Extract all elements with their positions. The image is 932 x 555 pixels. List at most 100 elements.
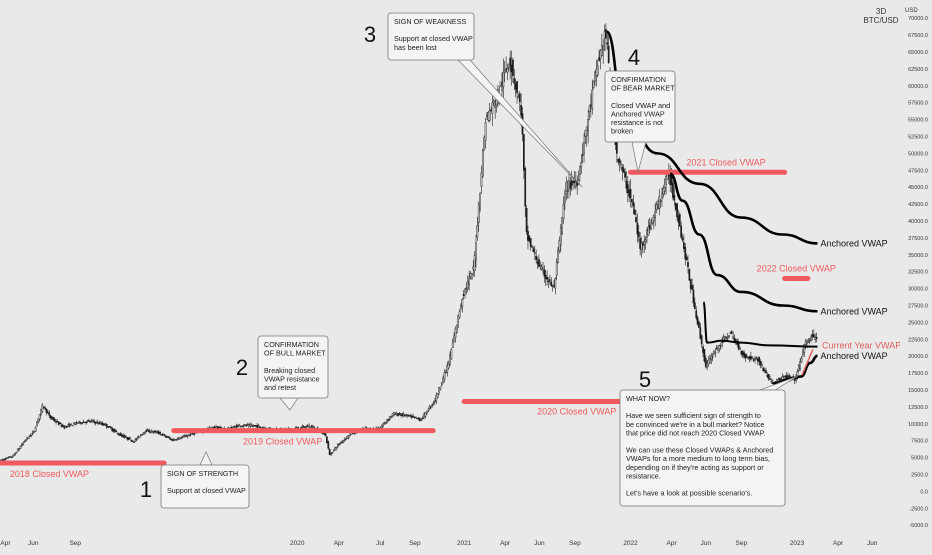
y-tick-label: 57500.0 [908, 101, 928, 107]
candle-body [51, 416, 53, 420]
candle-body [135, 438, 138, 440]
y-tick-label: 17500.0 [908, 371, 928, 377]
candle-body [406, 414, 409, 416]
price-axis[interactable]: -5000.0 -2500.0 0.0 2500.0 5000.0 7500.0 10000… [900, 0, 932, 550]
callout-tail [631, 141, 647, 173]
candle-body [428, 406, 431, 410]
candle-body [68, 424, 71, 427]
candle-body [100, 423, 103, 425]
candle-body [443, 372, 446, 381]
candle-body [52, 417, 55, 420]
candle-body [455, 324, 458, 333]
candle-body [562, 203, 565, 220]
candle-body [341, 441, 343, 444]
candle-body [606, 42, 609, 45]
candle-body [695, 310, 698, 318]
candle-body [607, 45, 610, 63]
candle-body [116, 432, 119, 435]
candle-body [543, 269, 546, 277]
candle-body [646, 229, 648, 238]
candle-body [600, 45, 603, 56]
candle-body [306, 425, 309, 428]
candle-body [643, 240, 646, 246]
x-tick-label: 2021 [457, 540, 472, 547]
candle-body [535, 255, 538, 261]
candle-body [640, 242, 643, 251]
y-tick-label: 62500.0 [908, 67, 928, 73]
candle-body [724, 336, 726, 339]
candle-body [96, 421, 98, 423]
callout-title-line: SIGN OF STRENGTH [167, 469, 238, 478]
candle-body [445, 370, 447, 373]
candle-body [134, 438, 137, 442]
candle-body [393, 412, 395, 416]
candle-body [466, 281, 469, 290]
candle-body [217, 426, 220, 429]
candle-body [417, 417, 420, 420]
candle-body [657, 207, 659, 210]
callout-body-line: VWAP resistance [264, 374, 320, 383]
candle-body [475, 242, 477, 260]
y-tick-label: 37500.0 [908, 236, 928, 242]
x-tick-label: Apr [833, 540, 844, 547]
annotations-layer: 1 SIGN OF STRENGTH Support at closed VWAP 2… [140, 12, 799, 509]
candle-body [771, 382, 774, 384]
candle-body [324, 433, 327, 437]
candle-body [572, 181, 574, 184]
anchored-vwap-label: Anchored VWAP [820, 351, 887, 361]
candle-body [464, 288, 466, 293]
candle-body [506, 68, 509, 73]
y-tick-label: 32500.0 [908, 270, 928, 276]
candle-body [213, 426, 216, 429]
candle-body [453, 335, 455, 343]
candle-body [494, 104, 496, 108]
candle-body [465, 287, 468, 289]
candle-body [346, 435, 349, 439]
candle-body [569, 181, 572, 189]
candle-body [142, 432, 145, 435]
callout-tail [279, 397, 299, 411]
candle-body [440, 383, 443, 386]
candle-body [555, 261, 558, 276]
x-tick-label: 2022 [623, 540, 638, 547]
candle-body [40, 408, 42, 415]
x-tick-label: Jun [867, 540, 878, 547]
candle-body [425, 412, 428, 415]
candle-body [126, 437, 129, 440]
callout-title-line: OF BEAR MARKET [611, 84, 675, 93]
candle-body [763, 369, 766, 371]
candle-body [1, 459, 4, 461]
candle-body [812, 334, 815, 338]
candle-body [330, 453, 332, 456]
candle-body [239, 425, 242, 428]
candle-body [632, 201, 635, 207]
candle-body [181, 436, 183, 439]
candle-body [744, 353, 747, 359]
candle-body [349, 433, 352, 436]
candle-body [421, 417, 424, 420]
candle-body [427, 410, 429, 412]
x-tick-label: Apr [334, 540, 345, 547]
callout-box [257, 335, 329, 399]
candle-body [605, 28, 607, 39]
x-tick-label: Sep [69, 540, 81, 547]
candle-body [574, 181, 577, 188]
candle-body [111, 428, 114, 431]
callout-body-line: and retest [264, 383, 296, 392]
closed-vwap-label: 2022 Closed VWAP [757, 263, 836, 273]
candle-body [533, 252, 536, 254]
candle-body [3, 458, 5, 461]
candle-body [182, 435, 185, 438]
callout-tail [199, 451, 213, 466]
candle-body [439, 386, 442, 390]
candle-body [595, 68, 598, 76]
current-year-rise-line [801, 349, 814, 376]
candle-body [8, 456, 11, 458]
time-axis[interactable]: Apr Jun Sep 2020 Apr Jul Sep 2021 Apr Jun Sep 2022 A… [0, 540, 877, 547]
candle-body [26, 436, 29, 439]
candle-body [758, 357, 760, 363]
annotation-step-number: 1 [140, 477, 152, 502]
candle-body [414, 416, 417, 419]
callout-body-line: Support at closed VWAP [167, 486, 246, 495]
candle-body [332, 449, 335, 452]
